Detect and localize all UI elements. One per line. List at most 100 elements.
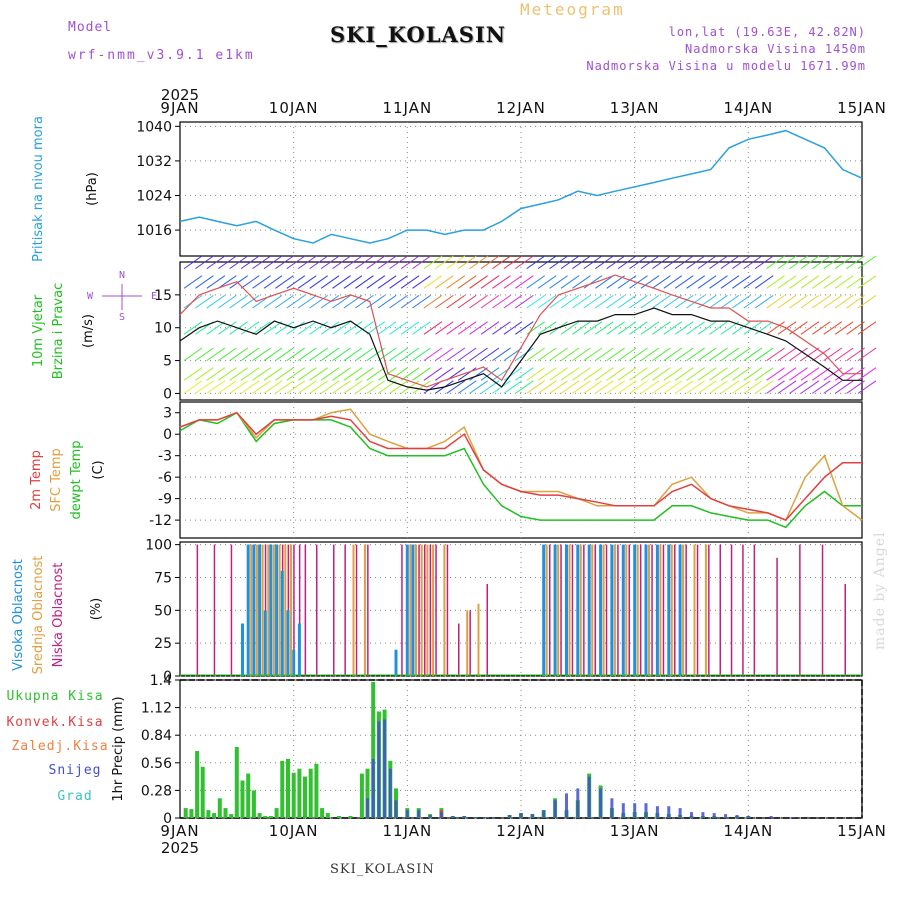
cloud-bar — [405, 544, 409, 676]
wind-barb — [412, 367, 431, 381]
y-tick-label: 3 — [163, 406, 172, 422]
wind-barb — [823, 347, 843, 362]
wind-barb — [377, 275, 397, 289]
wind-ylabel-b: Brzina i Pravac — [51, 283, 66, 380]
wind-barb — [823, 321, 843, 335]
cloud-bar — [411, 544, 415, 676]
wind-barb — [777, 294, 797, 309]
cloud-bar — [844, 584, 846, 676]
cloud-bar — [621, 544, 625, 676]
precip-bar — [724, 814, 728, 818]
wind-barb — [446, 321, 466, 335]
cloud-bar — [568, 544, 571, 676]
y-tick-label: 0 — [163, 669, 172, 685]
wind-barb — [629, 347, 648, 362]
wind-barb — [800, 294, 820, 309]
wind-barb — [754, 347, 774, 362]
wind-barb — [218, 367, 237, 381]
wind-barb — [857, 294, 877, 309]
cloud-bar — [443, 544, 446, 676]
cloud-bar — [290, 544, 292, 676]
wind-barb — [423, 347, 443, 362]
wind-barb — [617, 367, 637, 381]
wind-barb — [549, 347, 568, 362]
wind-barb — [183, 367, 203, 381]
bottom-time-tick: 9JAN — [160, 822, 199, 840]
precip-bar — [553, 800, 557, 818]
precip-bar — [565, 793, 568, 818]
wind-barb — [697, 275, 717, 289]
cloud-bar — [644, 544, 648, 676]
wind-barb — [332, 380, 351, 394]
wind-barb — [423, 321, 443, 335]
wind-barb — [617, 275, 637, 289]
cloud-bar — [583, 544, 585, 676]
wind-barb — [275, 294, 294, 309]
wind-barb — [549, 380, 568, 394]
cloud-bar — [651, 544, 653, 676]
wind-barb — [583, 367, 603, 381]
wind-barb — [355, 321, 374, 335]
wind-barb — [332, 321, 351, 335]
cloud-bar — [617, 544, 619, 676]
wind-barb — [515, 321, 534, 335]
wind-barb — [320, 275, 340, 289]
cloud-bar — [636, 544, 639, 676]
precip-bar — [655, 806, 659, 818]
wind-barb — [595, 255, 614, 270]
wind-barb — [743, 380, 763, 394]
wind-barb — [617, 380, 637, 394]
cloud-bar — [292, 649, 296, 676]
wind-barb — [640, 321, 660, 335]
wind-barb — [218, 255, 237, 270]
wind-barb — [754, 321, 774, 335]
wind-barb — [857, 380, 877, 394]
cloud-bar — [255, 544, 258, 676]
wind-barb — [789, 275, 808, 289]
wind-barb — [606, 321, 625, 335]
wind-barb — [469, 347, 488, 362]
cloud-bar — [628, 544, 630, 676]
wind-barb — [572, 321, 591, 335]
wind-barb — [412, 347, 431, 362]
precip-legend-item: Grad — [57, 789, 92, 804]
y-tick-label: 25 — [154, 636, 172, 652]
cloud-bar — [272, 544, 275, 676]
wind-barb — [195, 380, 214, 394]
wind-barb — [218, 275, 237, 289]
cloud-bar — [432, 544, 435, 676]
precip-bar — [451, 816, 455, 818]
wind-barb — [218, 294, 237, 309]
wind-barb — [549, 367, 568, 381]
precip-bar — [621, 803, 625, 818]
cloud-bar — [293, 544, 295, 676]
wind-barb — [400, 367, 420, 381]
wind-barb — [800, 347, 820, 362]
y-tick-label: -12 — [149, 513, 172, 529]
wind-barb — [617, 347, 637, 362]
wind-barb — [686, 367, 705, 381]
wind-barb — [320, 294, 340, 309]
wind-barb — [183, 321, 203, 335]
wind-barb — [343, 255, 363, 270]
wind-barb — [446, 275, 466, 289]
wind-barb — [275, 347, 294, 362]
wind-barb — [766, 380, 785, 394]
wind-barb — [206, 347, 226, 362]
precip-bar — [320, 808, 325, 818]
precip-bar — [678, 808, 682, 818]
wind-barbs — [183, 255, 877, 394]
precip-bar — [690, 812, 693, 818]
wind-barb — [492, 275, 511, 289]
wind-barb — [560, 367, 580, 381]
wind-barb — [652, 321, 671, 335]
cloud-bar — [576, 544, 580, 676]
cloud-bar — [458, 623, 460, 676]
precip-bar — [417, 810, 421, 818]
cloud-bar — [685, 544, 687, 676]
wind-barb — [366, 380, 386, 394]
precip-bar — [291, 772, 296, 818]
wind-barb — [515, 275, 534, 289]
precip-ylabel: 1hr Precip (mm) — [111, 696, 126, 801]
wind-barb — [252, 255, 271, 270]
